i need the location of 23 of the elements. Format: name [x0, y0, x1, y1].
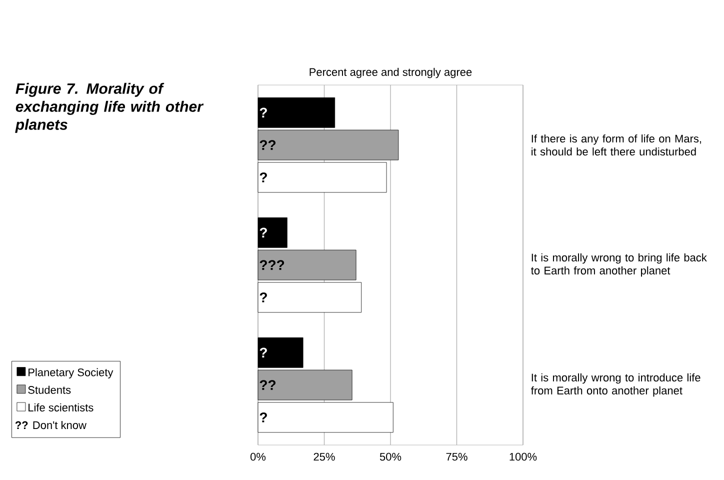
data-label: ? [260, 292, 267, 302]
data-label: ??? [260, 260, 284, 270]
y-tick-label: It is morally wrong to introduce life from Earth onto another planet [531, 373, 700, 397]
data-label: ? [260, 348, 267, 358]
text: Figure 7. Morality of exchanging life with other planets [15, 82, 204, 133]
data-label: ? [260, 108, 267, 118]
data-label: ? [260, 172, 267, 182]
x-tick-label: 0% [250, 452, 266, 461]
legend-label: Life scientists [28, 403, 94, 412]
y-tick-label: If there is any form of life on Mars, it should be left there undisturbed [532, 134, 702, 156]
x-tick-label: 25% [314, 452, 335, 461]
legend-label: Students [28, 386, 71, 394]
x-tick-label: 50% [380, 452, 402, 461]
data-label: ? [260, 228, 267, 238]
y-tick-label: It is morally wrong to bring life back to Earth from another planet [531, 253, 707, 277]
x-tick-label: 100% [510, 452, 537, 461]
data-label: ?? [260, 380, 276, 390]
x-tick-label: 75% [446, 452, 468, 461]
data-label: ?? [260, 140, 276, 150]
legend-label: Planetary Society [28, 368, 114, 378]
text: ?? Don't know [15, 420, 86, 430]
x-axis-title: Percent agree and strongly agree [310, 68, 472, 78]
data-label: ? [260, 412, 267, 422]
